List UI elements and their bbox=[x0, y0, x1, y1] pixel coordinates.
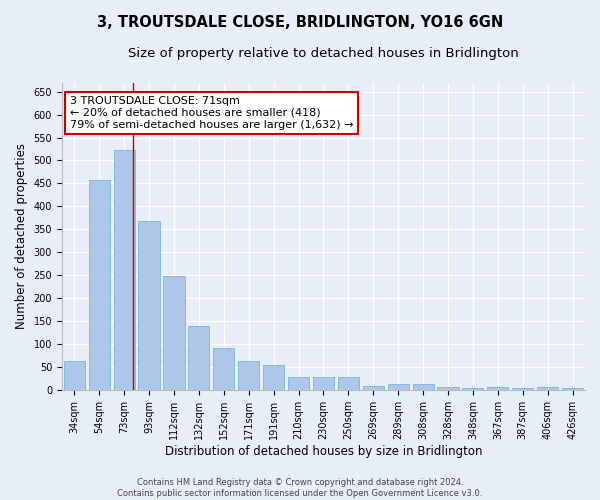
Bar bbox=[238, 362, 259, 390]
Bar bbox=[113, 150, 135, 390]
Bar bbox=[463, 388, 484, 390]
Bar bbox=[487, 386, 508, 390]
Bar bbox=[313, 378, 334, 390]
Bar bbox=[89, 180, 110, 390]
Text: 3, TROUTSDALE CLOSE, BRIDLINGTON, YO16 6GN: 3, TROUTSDALE CLOSE, BRIDLINGTON, YO16 6… bbox=[97, 15, 503, 30]
Bar bbox=[163, 276, 185, 390]
Text: 3 TROUTSDALE CLOSE: 71sqm
← 20% of detached houses are smaller (418)
79% of semi: 3 TROUTSDALE CLOSE: 71sqm ← 20% of detac… bbox=[70, 96, 353, 130]
Y-axis label: Number of detached properties: Number of detached properties bbox=[15, 143, 28, 329]
Bar bbox=[437, 386, 458, 390]
Bar bbox=[64, 362, 85, 390]
Bar bbox=[213, 348, 235, 390]
Bar bbox=[188, 326, 209, 390]
Bar bbox=[388, 384, 409, 390]
Bar bbox=[338, 378, 359, 390]
Text: Contains HM Land Registry data © Crown copyright and database right 2024.
Contai: Contains HM Land Registry data © Crown c… bbox=[118, 478, 482, 498]
Bar bbox=[562, 388, 583, 390]
Bar bbox=[537, 386, 558, 390]
Bar bbox=[263, 364, 284, 390]
Bar bbox=[139, 221, 160, 390]
Bar bbox=[362, 386, 384, 390]
X-axis label: Distribution of detached houses by size in Bridlington: Distribution of detached houses by size … bbox=[165, 444, 482, 458]
Bar bbox=[413, 384, 434, 390]
Title: Size of property relative to detached houses in Bridlington: Size of property relative to detached ho… bbox=[128, 48, 519, 60]
Bar bbox=[288, 378, 309, 390]
Bar bbox=[512, 388, 533, 390]
